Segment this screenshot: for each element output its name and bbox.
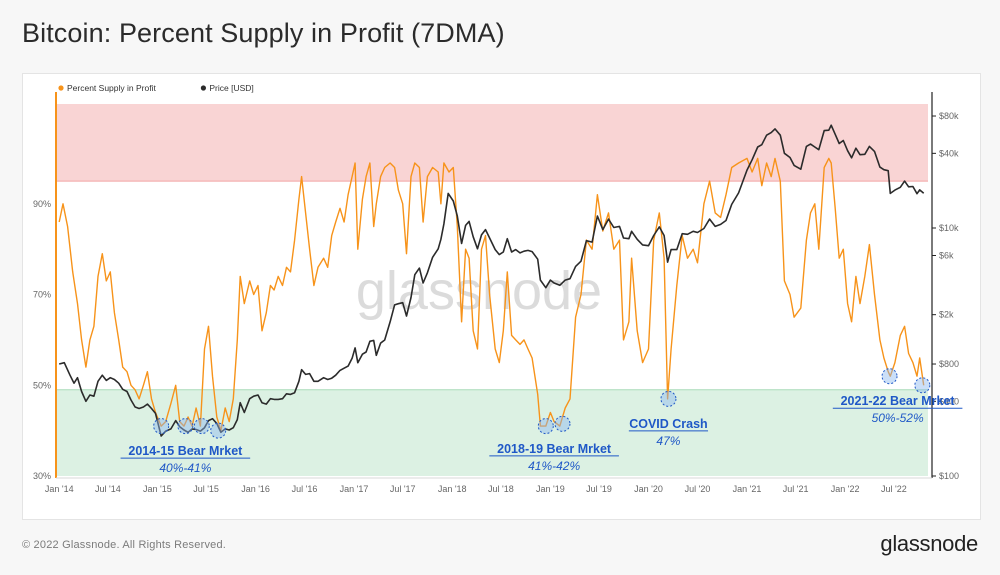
x-tick-label: Jul '18 — [488, 484, 514, 494]
annotation-marker — [153, 418, 170, 435]
brand-logo[interactable]: glassnode — [880, 531, 978, 556]
x-tick-label: Jul '14 — [95, 484, 121, 494]
right-tick-label: $6k — [939, 251, 954, 261]
x-tick-label: Jan '20 — [634, 484, 663, 494]
page-title: Bitcoin: Percent Supply in Profit (7DMA) — [22, 18, 505, 48]
annotation-subtitle-4: 50%-52% — [872, 411, 924, 425]
x-tick-label: Jan '17 — [340, 484, 369, 494]
x-tick-label: Jul '20 — [685, 484, 711, 494]
x-tick-label: Jul '19 — [586, 484, 612, 494]
x-tick-label: Jan '22 — [831, 484, 860, 494]
series-line-percent-supply-in-profit — [58, 157, 925, 432]
annotation-title-1: 2014-15 Bear Mrket — [128, 444, 243, 458]
left-tick-label: 70% — [33, 290, 51, 300]
x-tick-label: Jan '19 — [536, 484, 565, 494]
series-line-price — [59, 124, 925, 437]
x-tick-label: Jul '22 — [881, 484, 907, 494]
right-tick-label: $2k — [939, 310, 954, 320]
annotation-marker — [177, 418, 194, 435]
x-tick-label: Jul '15 — [193, 484, 219, 494]
left-tick-label: 90% — [33, 199, 51, 209]
x-tick-label: Jan '15 — [143, 484, 172, 494]
legend-item-2: Price [USD] — [209, 83, 253, 93]
chart-panel: Percent Supply in Profit Price [USD] glas… — [22, 73, 981, 520]
right-tick-label: $10k — [939, 223, 959, 233]
x-tick-label: Jul '16 — [292, 484, 318, 494]
annotation-marker — [537, 418, 554, 435]
annotation-marker — [193, 418, 210, 435]
annotation-marker — [660, 390, 677, 407]
x-tick-label: Jul '21 — [783, 484, 809, 494]
annotation-marker — [881, 368, 898, 385]
annotation-subtitle-2: 41%-42% — [528, 459, 580, 473]
annotation-marker — [210, 422, 227, 439]
copyright-text: © 2022 Glassnode. All Rights Reserved. — [22, 539, 227, 551]
right-tick-label: $40k — [939, 148, 959, 158]
x-tick-label: Jan '21 — [733, 484, 762, 494]
x-tick-label: Jul '17 — [390, 484, 416, 494]
right-tick-label: $400 — [939, 396, 959, 406]
band-upper — [56, 104, 928, 182]
right-tick-label: $800 — [939, 359, 959, 369]
annotation-title-2: 2018-19 Bear Mrket — [497, 442, 612, 456]
chart: Percent Supply in Profit Price [USD] glas… — [33, 83, 963, 494]
x-tick-label: Jan '16 — [241, 484, 270, 494]
x-tick-label: Jan '18 — [438, 484, 467, 494]
annotation-marker — [914, 377, 931, 394]
annotation-subtitle-3: 47% — [656, 434, 680, 448]
annotation-marker — [554, 415, 571, 432]
annotation-title-4: 2021-22 Bear Mrket — [841, 394, 956, 408]
annotation-subtitle-1: 40%-41% — [159, 461, 211, 475]
left-tick-label: 30% — [33, 471, 51, 481]
left-tick-label: 50% — [33, 380, 51, 390]
legend-dot — [58, 85, 64, 91]
legend-dot — [200, 85, 206, 91]
x-tick-label: Jan '14 — [45, 484, 74, 494]
right-tick-label: $80k — [939, 111, 959, 121]
annotation-title-3: COVID Crash — [629, 417, 708, 431]
right-tick-label: $100 — [939, 471, 959, 481]
legend-item-1: Percent Supply in Profit — [67, 83, 156, 93]
